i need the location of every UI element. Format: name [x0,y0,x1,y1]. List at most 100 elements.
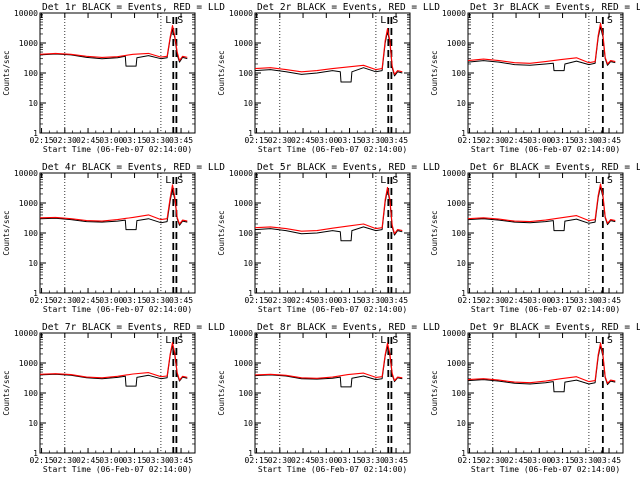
x-tick-label: 03:15 [338,456,362,465]
y-tick-label: 1000 [234,199,253,208]
marker-label-left: L [165,335,171,346]
x-axis-label: Start Time (06-Feb-07 02:14:00) [43,305,192,314]
y-tick-label: 1000 [447,39,466,48]
x-tick-label: 03:30 [574,456,598,465]
y-axis-label: Counts/sec [2,370,11,415]
x-axis-label: Start Time (06-Feb-07 02:14:00) [43,145,192,154]
x-tick-label: 03:45 [169,136,193,145]
series-line-lld [254,342,403,382]
x-tick-label: 03:30 [146,136,170,145]
series-line-events [467,26,616,72]
x-tick-label: 03:00 [527,456,551,465]
series-line-events [254,30,403,83]
x-axis-label: Start Time (06-Feb-07 02:14:00) [258,145,407,154]
x-tick-label: 03:00 [314,136,338,145]
x-tick-label: 03:15 [338,296,362,305]
y-tick-label: 1000 [447,359,466,368]
series-line-events [467,186,616,232]
x-tick-label: 03:00 [99,136,123,145]
panel-1r: Det 1r BLACK = Events, RED = LLD 1 10 100 10… [2,2,225,154]
y-tick-label: 10000 [14,329,38,338]
marker-label-left: L [380,175,386,186]
panel-title: Det 3r BLACK = Events, RED = LLD [470,2,640,13]
x-tick-label: 02:15 [458,456,482,465]
series-line-events [39,344,188,387]
marker-label-left: L [380,15,386,26]
x-tick-label: 03:45 [597,136,621,145]
x-tick-label: 03:00 [99,456,123,465]
marker-label-right: S [177,15,183,26]
marker-label-right: S [607,175,613,186]
panel-6r: Det 6r BLACK = Events, RED = LLD 1 10 100 10… [430,162,640,314]
series-line-lld [467,183,616,224]
y-tick-label: 10000 [14,169,38,178]
x-tick-label: 02:45 [76,136,100,145]
marker-label-right: S [607,15,613,26]
x-tick-label: 03:00 [527,136,551,145]
series-line-lld [254,186,403,235]
y-tick-label: 1 [33,289,38,298]
x-tick-label: 02:45 [504,296,528,305]
marker-label-right: S [177,335,183,346]
x-tick-label: 03:15 [338,136,362,145]
x-tick-label: 02:30 [481,296,505,305]
x-tick-label: 02:15 [458,136,482,145]
marker-label-right: S [392,15,398,26]
y-tick-label: 100 [452,389,467,398]
series-line-events [254,189,403,242]
x-tick-label: 03:15 [123,296,147,305]
y-tick-label: 10000 [229,9,253,18]
x-tick-label: 02:30 [268,296,292,305]
series-line-lld [39,25,188,62]
panel-7r: Det 7r BLACK = Events, RED = LLD 1 10 100 10… [2,322,225,474]
y-tick-label: 1000 [234,39,253,48]
x-tick-label: 02:30 [53,296,77,305]
panel-title: Det 4r BLACK = Events, RED = LLD [42,162,225,173]
x-tick-label: 03:00 [527,296,551,305]
x-axis-label: Start Time (06-Feb-07 02:14:00) [258,305,407,314]
y-tick-label: 1000 [19,199,38,208]
x-tick-label: 02:45 [291,456,315,465]
y-tick-label: 100 [24,389,39,398]
y-tick-label: 10 [243,99,253,108]
series-line-events [39,188,188,231]
marker-label-left: L [165,175,171,186]
panel-title: Det 1r BLACK = Events, RED = LLD [42,2,225,13]
y-axis-label: Counts/sec [217,50,226,95]
x-tick-label: 03:00 [99,296,123,305]
panel-title: Det 5r BLACK = Events, RED = LLD [257,162,440,173]
x-tick-label: 02:30 [481,136,505,145]
x-tick-label: 02:15 [30,456,54,465]
y-axis-label: Counts/sec [430,50,439,95]
y-tick-label: 1000 [447,199,466,208]
x-tick-label: 03:30 [146,296,170,305]
x-tick-label: 03:15 [123,456,147,465]
marker-label-right: S [392,335,398,346]
y-axis-label: Counts/sec [430,370,439,415]
y-tick-label: 100 [239,229,254,238]
x-tick-label: 03:30 [361,456,385,465]
marker-label-right: S [392,175,398,186]
panel-title: Det 9r BLACK = Events, RED = LLD [470,322,640,333]
x-tick-label: 02:45 [291,296,315,305]
y-axis-label: Counts/sec [2,50,11,95]
x-tick-label: 02:45 [504,136,528,145]
y-tick-label: 100 [24,229,39,238]
y-tick-label: 10 [456,259,466,268]
y-tick-label: 1 [461,289,466,298]
y-tick-label: 100 [239,69,254,78]
series-line-events [39,28,188,67]
series-line-events [467,345,616,393]
marker-label-left: L [165,15,171,26]
x-tick-label: 03:30 [146,456,170,465]
y-tick-label: 1000 [19,39,38,48]
x-axis-label: Start Time (06-Feb-07 02:14:00) [471,305,620,314]
series-line-lld [467,22,616,65]
x-tick-label: 02:45 [504,456,528,465]
x-tick-label: 02:45 [291,136,315,145]
y-tick-label: 1000 [19,359,38,368]
y-tick-label: 10 [456,419,466,428]
marker-label-right: S [177,175,183,186]
y-tick-label: 10 [28,419,38,428]
y-tick-label: 1 [248,449,253,458]
